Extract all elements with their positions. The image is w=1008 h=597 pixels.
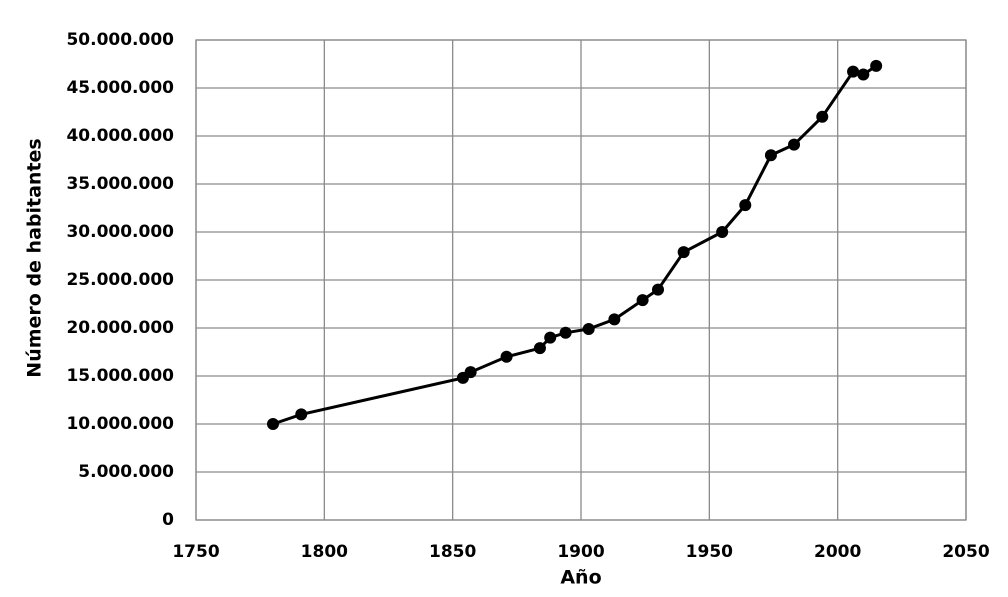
point xyxy=(816,110,829,123)
x-tick-label: 1900 xyxy=(557,542,604,562)
point xyxy=(636,294,649,307)
y-tick-label: 0 xyxy=(162,510,174,530)
point xyxy=(500,350,513,363)
point xyxy=(608,313,621,326)
x-tick-label: 2050 xyxy=(942,542,989,562)
y-axis-title: Número de habitantes xyxy=(24,138,46,377)
point xyxy=(559,326,572,339)
y-tick-label: 30.000.000 xyxy=(66,222,174,242)
y-tick-label: 5.000.000 xyxy=(78,462,174,482)
x-tick-label: 1800 xyxy=(301,542,348,562)
point xyxy=(716,226,729,238)
point xyxy=(464,366,477,379)
y-tick-label: 45.000.000 xyxy=(66,78,174,98)
y-tick-label: 50.000.000 xyxy=(66,30,174,50)
point xyxy=(857,68,870,81)
y-tick-label: 25.000.000 xyxy=(66,270,174,290)
point xyxy=(788,138,801,151)
x-tick-label: 2000 xyxy=(814,542,861,562)
x-tick-label: 1850 xyxy=(429,542,476,562)
point xyxy=(582,322,595,335)
point xyxy=(544,331,557,344)
y-tick-label: 40.000.000 xyxy=(66,126,174,146)
point xyxy=(847,65,860,78)
line xyxy=(272,64,878,426)
point xyxy=(870,59,883,72)
y-tick-label: 10.000.000 xyxy=(66,414,174,434)
point xyxy=(677,246,690,259)
point xyxy=(739,199,752,212)
y-tick-label: 35.000.000 xyxy=(66,174,174,194)
point xyxy=(533,342,546,355)
x-axis-title: Año xyxy=(560,567,601,589)
y-tick-label: 15.000.000 xyxy=(66,366,174,386)
x-tick-label: 1750 xyxy=(172,542,219,562)
point xyxy=(267,418,279,430)
point xyxy=(764,149,777,162)
x-tick-label: 1950 xyxy=(686,542,733,562)
point xyxy=(652,283,664,296)
y-tick-label: 20.000.000 xyxy=(66,318,174,338)
point xyxy=(295,408,308,421)
